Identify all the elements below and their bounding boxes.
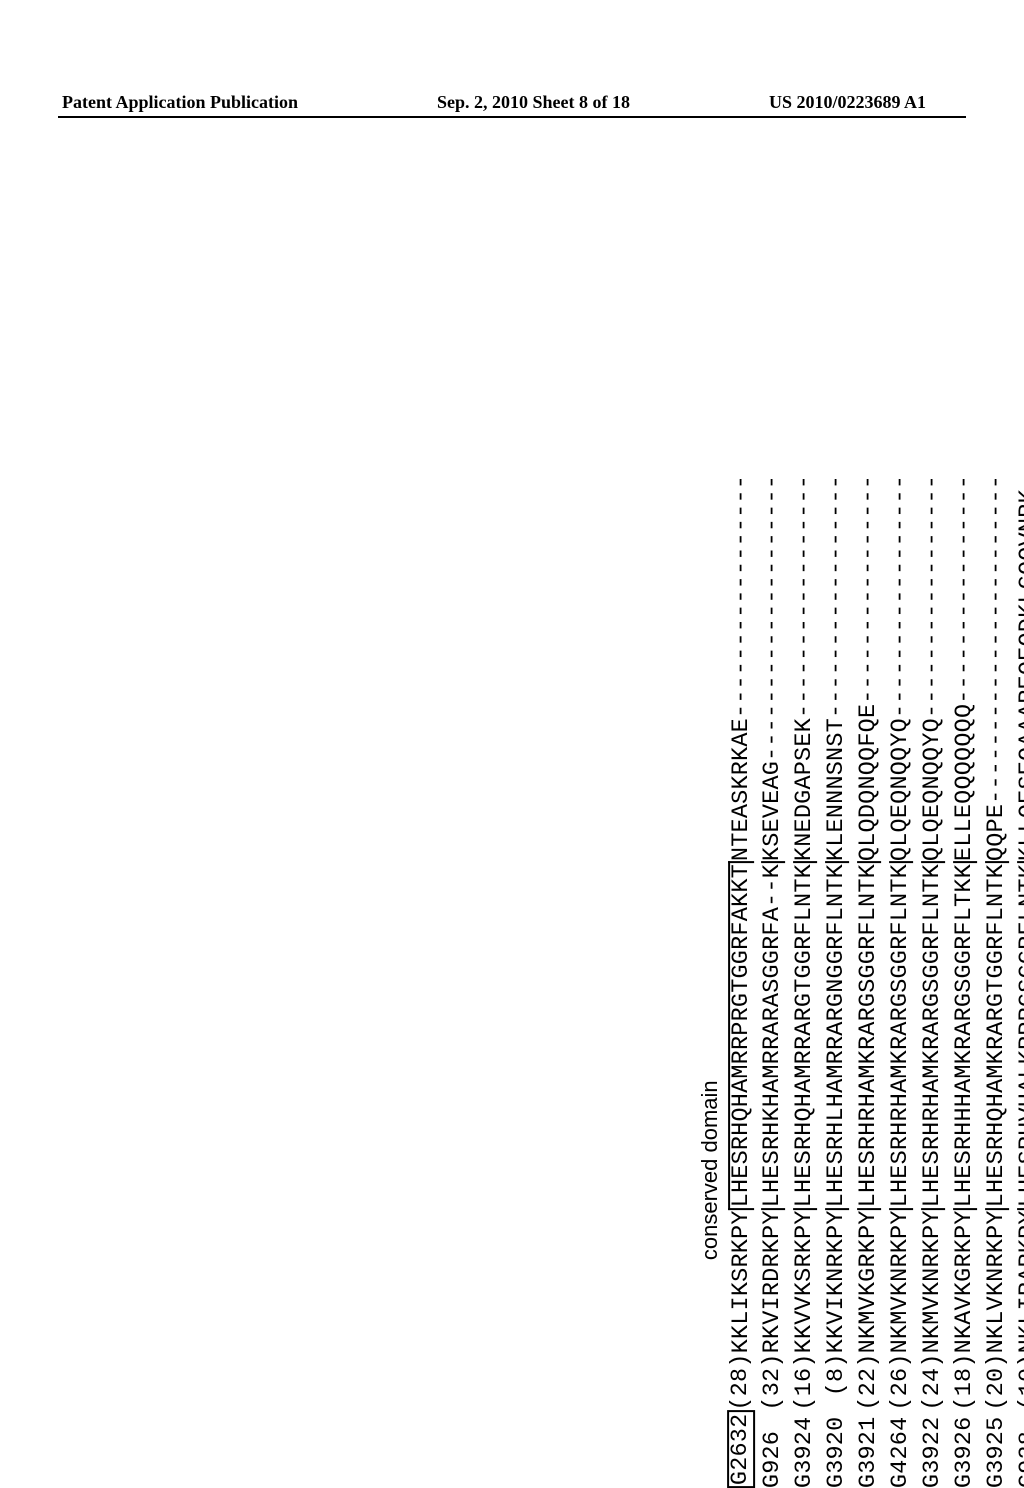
seq-text: KKVIKNRKPYLHESRHLHAMRRARGNGGRFLNTKKLENNN… (821, 475, 853, 1353)
seq-text: RKVIRDRKPYLHESRHKHAMRRARASGGRFA--KKSEVEA… (757, 475, 789, 1353)
seq-id: G3926 (949, 1411, 981, 1488)
seq-num: (22) (853, 1353, 885, 1410)
seq-num: (20) (981, 1353, 1013, 1410)
alignment-row: G3921(22)NKMVKGRKPYLHESRHRHAMKRARGSGGRFL… (853, 475, 885, 1488)
seq-id: G3924 (789, 1411, 821, 1488)
seq-text: KKLIKSRKPYLHESRHQHAMRRPRGTGGRFAKKTNTEASK… (725, 475, 757, 1353)
alignment-row: G3925(20)NKLVKNRKPYLHESRHQHAMKRARGTGGRFL… (981, 475, 1013, 1488)
seq-num: (32) (757, 1353, 789, 1410)
alignment-row: G3920(8)KKVIKNRKPYLHESRHLHAMRRARGNGGRFLN… (821, 475, 853, 1488)
domain-label: conserved domain (697, 1080, 723, 1260)
seq-text: NKMVKGRKPYLHESRHRHAMKRARGSGGRFLNTKQLQDQN… (853, 475, 885, 1353)
seq-text: KKVVKSRKPYLHESRHQHAMRRARGTGGRFLNTKKNEDGA… (789, 475, 821, 1353)
seq-num: (18) (949, 1353, 981, 1410)
seq-text: NKAVKGRKPYLHESRHHHAMKRARGSGGRFLTKKELLEQQ… (949, 475, 981, 1353)
seq-num: (16) (789, 1353, 821, 1410)
alignment-table: G2632(28)KKLIKSRKPYLHESRHQHAMRRPRGTGGRFA… (725, 475, 1024, 1488)
seq-text: NKLVKNRKPYLHESRHQHAMKRARGTGGRFLNTKQQPE--… (981, 475, 1013, 1353)
seq-id: G3920 (821, 1411, 853, 1488)
header-rule (58, 116, 966, 118)
seq-num: (24) (917, 1353, 949, 1410)
seq-id: G3925 (981, 1411, 1013, 1488)
seq-id: G3922 (917, 1411, 949, 1488)
page-header: Patent Application Publication Sep. 2, 2… (0, 92, 1024, 113)
seq-num: (10) (1013, 1353, 1024, 1410)
alignment-row: G926(32)RKVIRDRKPYLHESRHKHAMRRARASGGRFA-… (757, 475, 789, 1488)
alignment-row: G3924(16)KKVVKSRKPYLHESRHQHAMRRARGTGGRFL… (789, 475, 821, 1488)
alignment-row: G4264(26)NKMVKNRKPYLHESRHRHAMKRARGSGGRFL… (885, 475, 917, 1488)
seq-text: NKMVKNRKPYLHESRHRHAMKRARGSGGRFLNTKQLQEQN… (885, 475, 917, 1353)
seq-id: G926 (757, 1411, 789, 1488)
alignment-row: G2632(28)KKLIKSRKPYLHESRHQHAMRRPRGTGGRFA… (725, 475, 757, 1488)
seq-num: (28) (725, 1353, 757, 1410)
seq-text: NKMVKNRKPYLHESRHRHAMKRARGSGGRFLNTKQLQEQN… (917, 475, 949, 1353)
seq-id: G3921 (853, 1411, 885, 1488)
alignment-row: G928(10)NKLIRARKPYLHESRHVHALKRPRGSGGRFLN… (1013, 475, 1024, 1488)
alignment-row: G3926(18)NKAVKGRKPYLHESRHHHAMKRARGSGGRFL… (949, 475, 981, 1488)
seq-text: NKLIRARKPYLHESRHVHALKRPRGSGGRFLNTKKLLQES… (1013, 475, 1024, 1353)
seq-id: G4264 (885, 1411, 917, 1488)
seq-id: G2632 (725, 1411, 757, 1488)
header-right: US 2010/0223689 A1 (769, 92, 926, 113)
header-mid: Sep. 2, 2010 Sheet 8 of 18 (437, 92, 630, 113)
seq-num: (8) (821, 1353, 853, 1410)
alignment-row: G3922(24)NKMVKNRKPYLHESRHRHAMKRARGSGGRFL… (917, 475, 949, 1488)
header-left: Patent Application Publication (62, 92, 298, 113)
seq-id: G928 (1013, 1411, 1024, 1488)
seq-num: (26) (885, 1353, 917, 1410)
